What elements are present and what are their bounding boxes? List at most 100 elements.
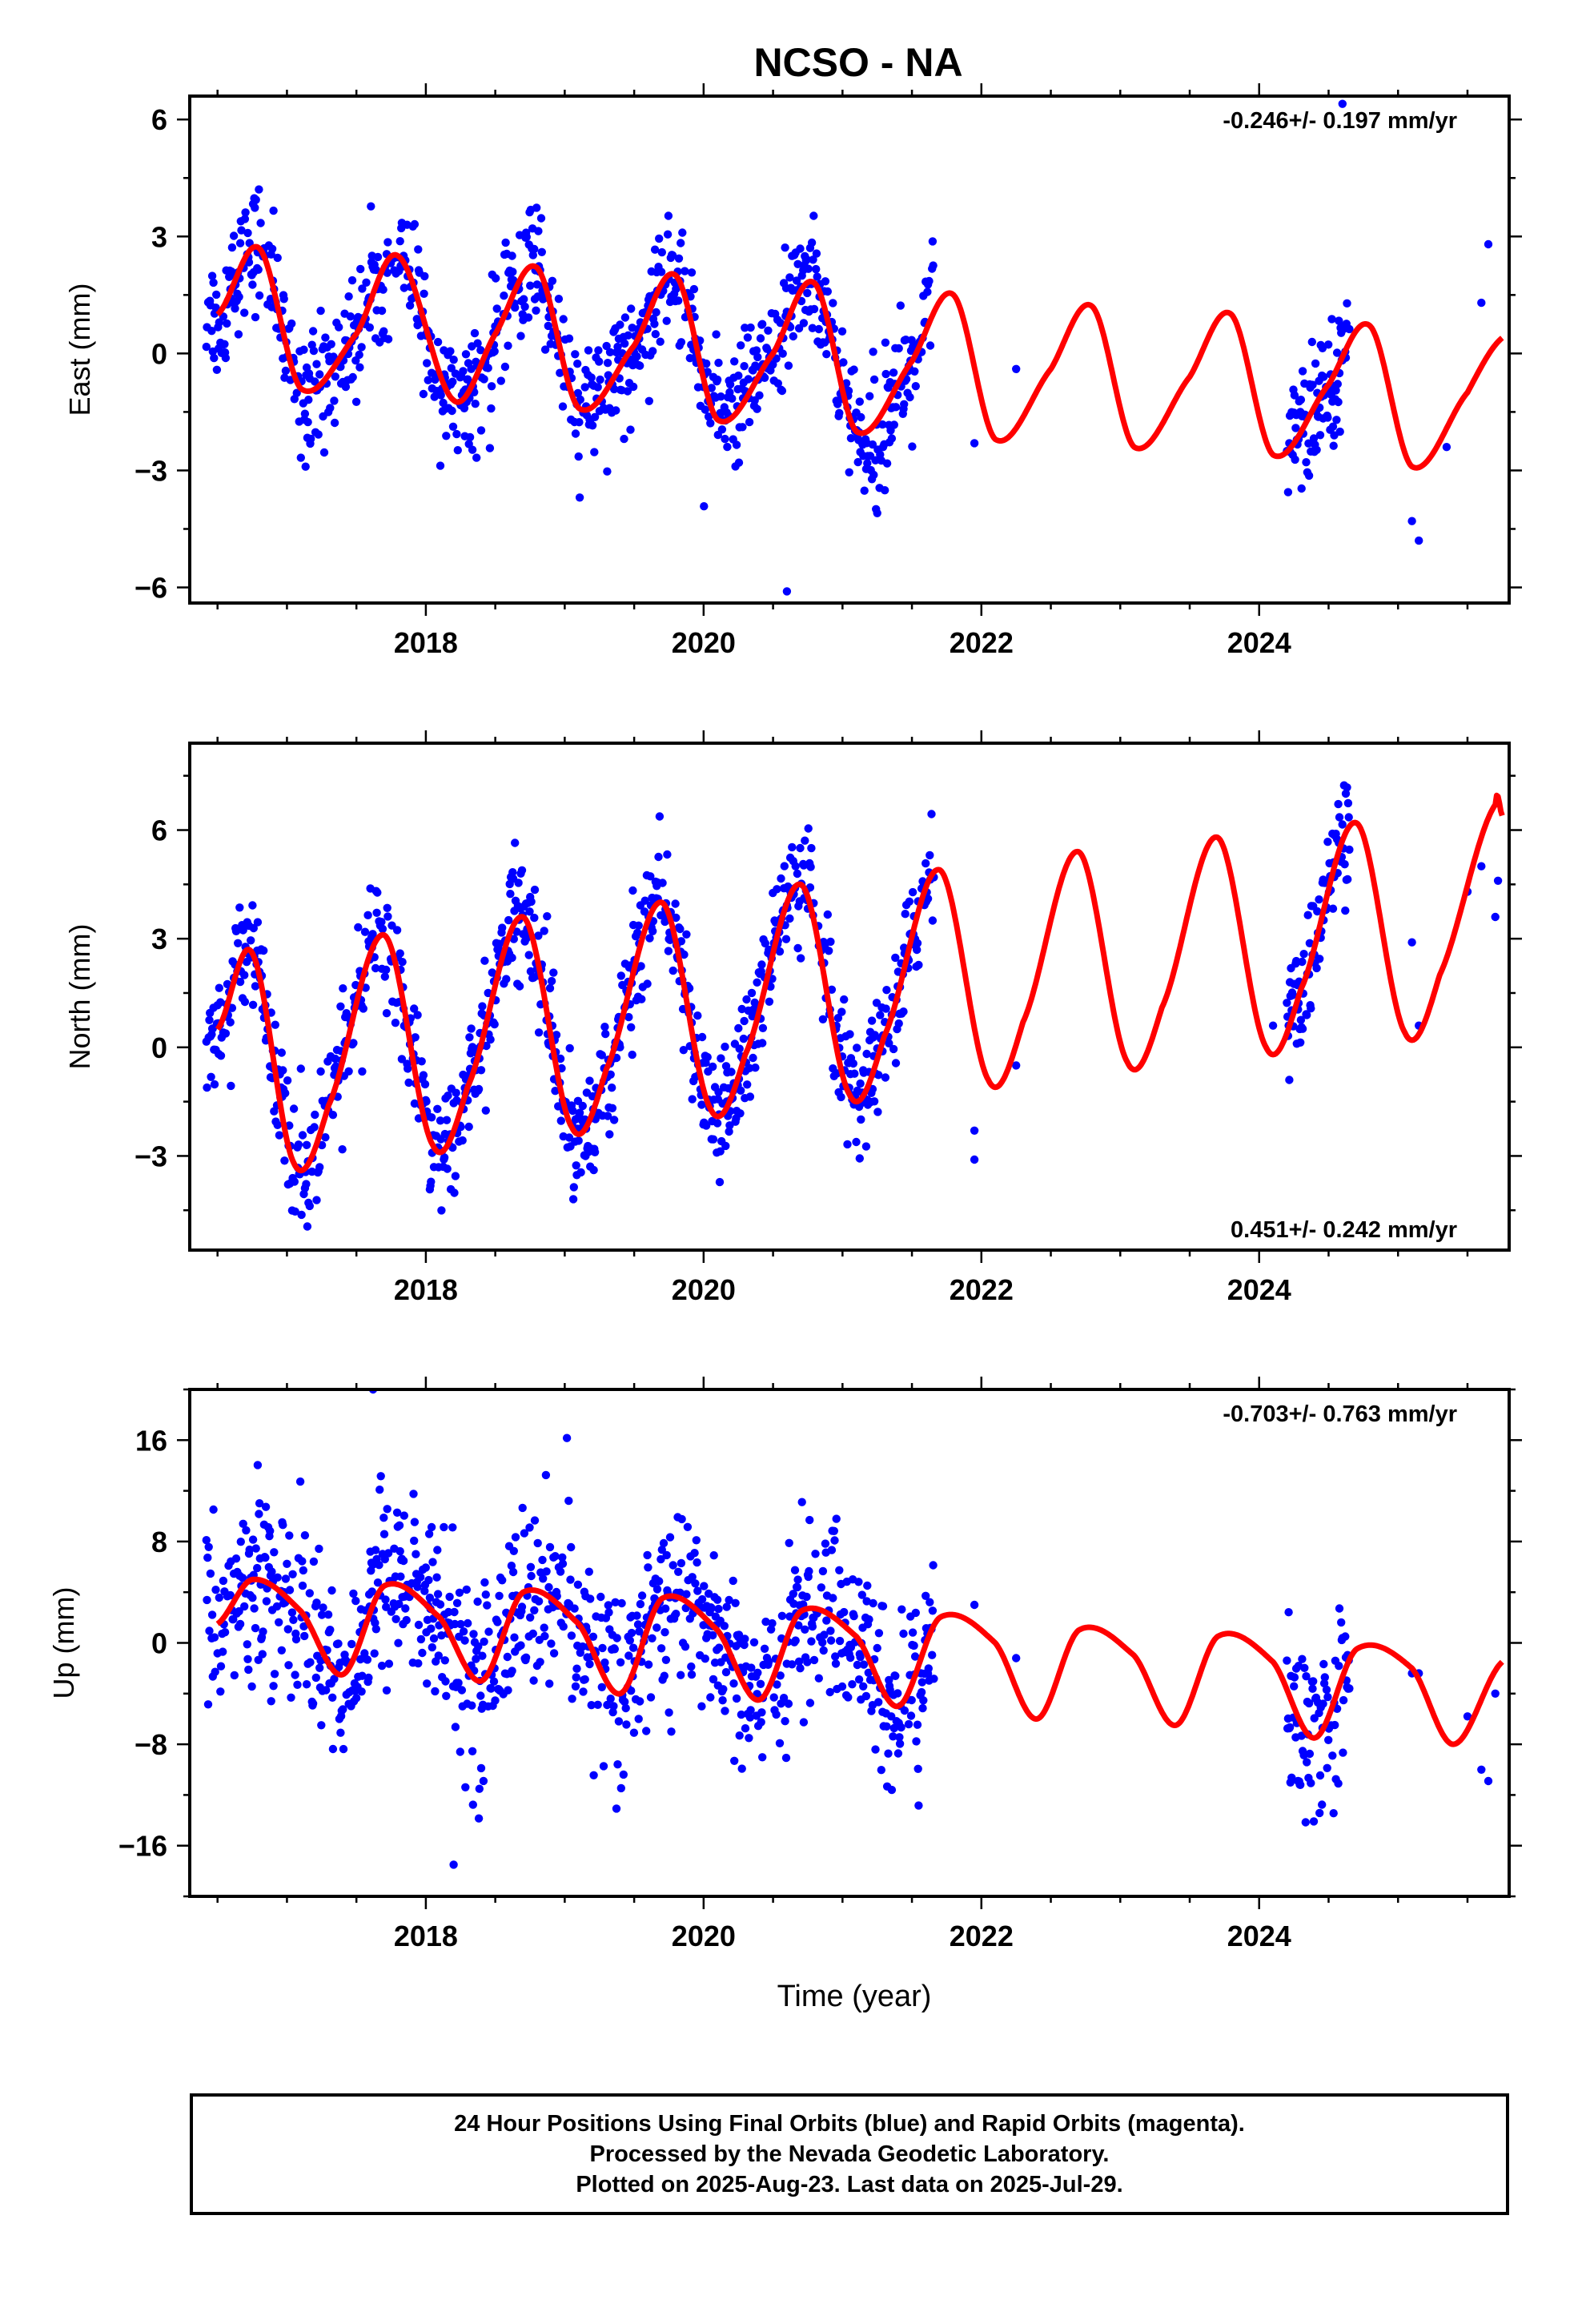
- up-point: [725, 1595, 733, 1605]
- up-point: [700, 1582, 709, 1590]
- up-point: [493, 1618, 502, 1626]
- east-point: [571, 350, 580, 359]
- north-x-tick-label: 2018: [394, 1273, 458, 1306]
- up-point: [216, 1662, 226, 1671]
- up-point: [454, 1679, 463, 1687]
- north-point: [512, 927, 521, 936]
- east-point: [926, 341, 935, 350]
- east-point: [807, 238, 817, 247]
- up-point: [735, 1731, 744, 1740]
- north-point: [654, 852, 663, 862]
- up-point: [402, 1615, 411, 1625]
- up-point: [721, 1707, 729, 1715]
- up-point: [904, 1719, 913, 1729]
- up-point: [375, 1486, 384, 1494]
- up-point: [667, 1727, 676, 1736]
- up-point: [729, 1679, 738, 1688]
- up-point: [863, 1581, 872, 1590]
- east-point: [367, 202, 375, 211]
- north-point: [833, 1014, 843, 1023]
- north-point: [578, 1101, 587, 1111]
- north-point: [616, 971, 625, 980]
- north-point: [608, 1084, 616, 1092]
- up-point: [785, 1538, 793, 1548]
- east-point: [743, 333, 753, 342]
- up-point: [1309, 1677, 1318, 1686]
- up-point: [291, 1671, 299, 1679]
- up-point: [643, 1550, 652, 1560]
- up-point: [753, 1668, 762, 1677]
- east-y-tick-label: 0: [151, 337, 167, 370]
- up-point: [1315, 1808, 1324, 1818]
- north-point: [525, 907, 534, 916]
- north-point: [624, 1012, 633, 1022]
- north-point: [901, 910, 909, 919]
- east-point: [420, 271, 429, 281]
- up-point: [541, 1470, 551, 1480]
- up-point: [302, 1680, 311, 1689]
- north-point: [1343, 783, 1351, 792]
- north-point: [1323, 838, 1332, 846]
- east-point: [327, 340, 335, 348]
- up-point: [1303, 1758, 1311, 1767]
- up-point: [784, 1699, 793, 1708]
- up-point: [895, 1733, 904, 1742]
- up-point: [790, 1566, 800, 1574]
- north-point: [216, 998, 225, 1007]
- east-point: [530, 244, 539, 254]
- up-point: [211, 1667, 219, 1676]
- up-point: [840, 1607, 849, 1617]
- up-point: [339, 1705, 347, 1714]
- up-point: [869, 1598, 877, 1608]
- up-point: [322, 1686, 331, 1695]
- east-point: [405, 301, 415, 310]
- up-point: [693, 1586, 702, 1595]
- up-point: [781, 1753, 791, 1763]
- up-point: [600, 1658, 609, 1667]
- north-point: [1312, 963, 1321, 973]
- north-point: [601, 1029, 610, 1039]
- up-point: [484, 1627, 493, 1636]
- up-point: [295, 1477, 305, 1486]
- east-point: [237, 226, 246, 235]
- up-point: [247, 1682, 256, 1691]
- east-point: [887, 434, 897, 443]
- up-point: [273, 1573, 282, 1582]
- up-point: [549, 1649, 559, 1658]
- east-rate-label: -0.246+/- 0.197 mm/yr: [1223, 108, 1457, 134]
- north-point: [603, 1112, 612, 1120]
- east-point: [383, 268, 391, 277]
- north-point: [328, 1111, 338, 1120]
- east-point: [713, 375, 722, 384]
- up-point: [377, 1661, 387, 1671]
- up-point: [865, 1615, 873, 1624]
- up-point: [207, 1610, 217, 1619]
- up-point: [882, 1722, 891, 1731]
- east-point: [1324, 340, 1333, 349]
- up-point: [665, 1533, 675, 1542]
- up-point: [456, 1619, 465, 1629]
- north-point: [867, 1016, 877, 1025]
- up-point: [529, 1676, 538, 1685]
- north-point: [207, 1072, 215, 1082]
- up-point: [604, 1608, 613, 1617]
- up-point: [376, 1472, 385, 1481]
- up-point: [718, 1696, 727, 1705]
- up-point: [614, 1717, 624, 1726]
- east-point: [311, 377, 319, 386]
- north-plot-area: [202, 781, 1505, 1231]
- east-point: [309, 346, 319, 356]
- up-point: [1297, 1731, 1306, 1740]
- north-point: [205, 1015, 214, 1025]
- up-point: [375, 1561, 383, 1570]
- east-point: [700, 502, 709, 511]
- up-point: [776, 1671, 785, 1680]
- east-point: [371, 265, 380, 275]
- up-point: [253, 1461, 263, 1470]
- east-x-axis: 2018 2020 2022 2024: [216, 83, 1469, 659]
- north-point: [552, 1031, 561, 1039]
- up-point: [741, 1634, 749, 1643]
- up-point: [692, 1536, 701, 1545]
- east-point: [732, 440, 741, 449]
- east-point: [853, 457, 862, 467]
